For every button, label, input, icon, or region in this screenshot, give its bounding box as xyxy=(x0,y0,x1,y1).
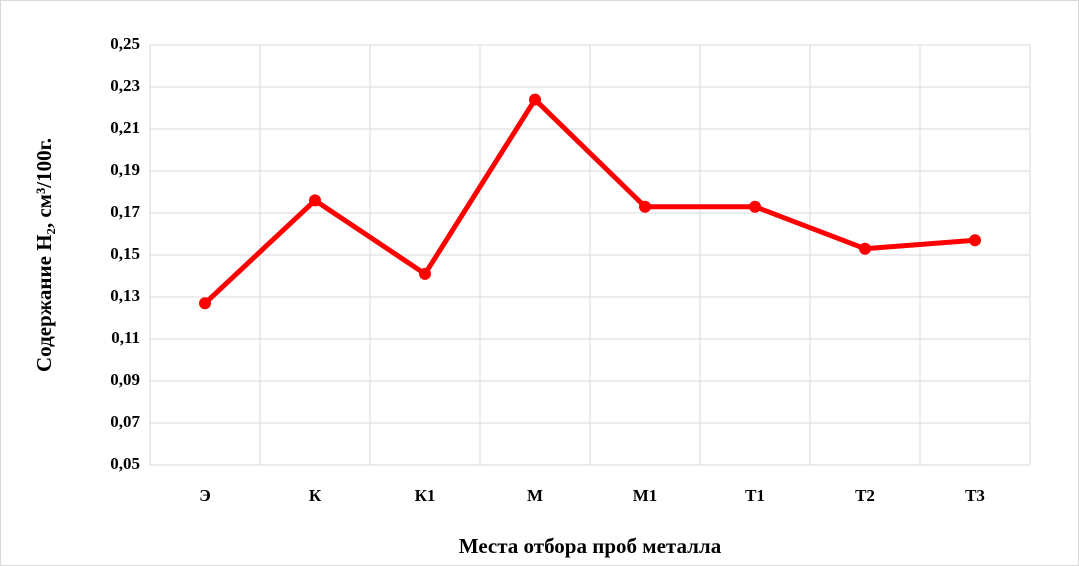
y-tick-label: 0,11 xyxy=(111,328,140,347)
x-tick-label: Т2 xyxy=(855,486,875,505)
y-tick-label: 0,05 xyxy=(110,454,140,473)
x-axis-title: Места отбора проб металла xyxy=(459,534,722,558)
y-tick-label: 0,21 xyxy=(110,118,140,137)
point xyxy=(309,194,321,207)
y-tick-label: 0,25 xyxy=(110,34,140,53)
x-tick-label: М xyxy=(527,486,543,505)
y-tick-label: 0,13 xyxy=(110,286,140,305)
x-tick-label: Т1 xyxy=(745,486,765,505)
point xyxy=(419,267,431,280)
point xyxy=(199,297,211,310)
y-axis-title: Содержание H₂, см³/100г. xyxy=(32,138,56,372)
point xyxy=(749,200,761,213)
y-tick-label: 0,23 xyxy=(110,76,140,95)
point xyxy=(859,242,871,255)
y-tick-label: 0,07 xyxy=(110,412,140,431)
x-tick-label: К xyxy=(309,486,322,505)
y-tick-label: 0,17 xyxy=(110,202,140,221)
y-tick-label: 0,15 xyxy=(110,244,140,263)
line xyxy=(203,97,976,306)
y-tick-label: 0,19 xyxy=(110,160,140,179)
point xyxy=(639,200,651,213)
x-tick-label: Э xyxy=(199,486,211,505)
y-tick-label: 0,09 xyxy=(110,370,140,389)
x-tick-label: Т3 xyxy=(965,486,985,505)
x-tick-label: М1 xyxy=(633,486,658,505)
x-tick-label: К1 xyxy=(415,486,436,505)
point xyxy=(529,93,541,106)
point xyxy=(969,234,981,247)
